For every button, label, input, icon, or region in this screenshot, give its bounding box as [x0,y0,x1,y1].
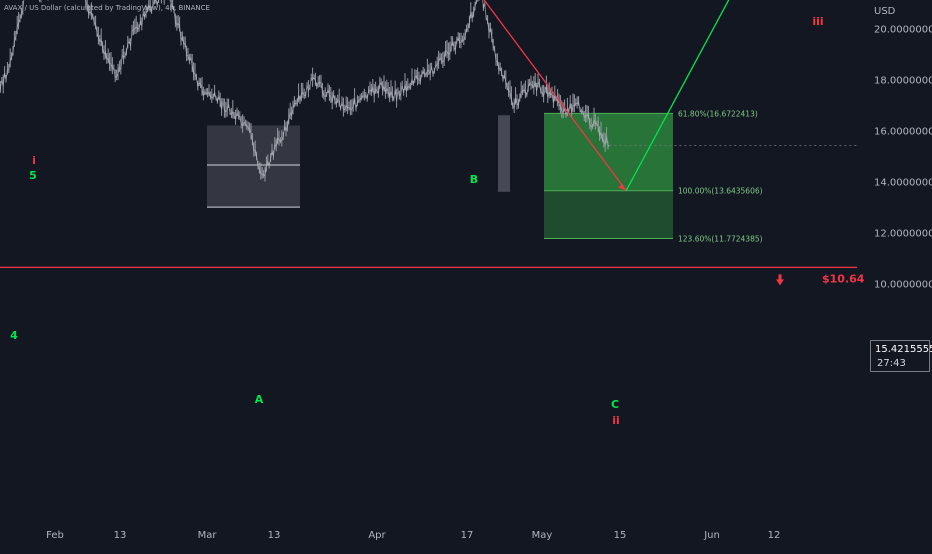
x-tick-label: Mar [198,530,218,541]
a-zone [207,125,300,208]
y-axis[interactable]: USD 10.0000000 12.0000000 14.0000000 16.0000… [874,0,932,291]
wave-label-5: 5 [29,169,37,182]
x-axis[interactable]: Feb 13 Mar 13 Apr 17 May 15 Jun 12 [46,530,780,541]
wave-label-i: i [32,154,36,167]
y-tick-label: 12.0000000 [874,229,932,240]
projection-layer [483,0,730,191]
red-arrowhead-icon [618,184,627,191]
x-tick-label: 17 [461,530,474,541]
x-tick-label: Apr [368,530,386,541]
gap-zone [498,115,510,192]
x-tick-label: Feb [46,530,64,541]
x-tick-label: May [532,530,553,541]
x-tick-label: Jun [703,530,720,541]
support-label: $10.64 [822,272,865,285]
x-tick-label: 13 [114,530,127,541]
projection-green-leg [625,0,730,191]
last-price-label: 15.4215555 [870,340,932,357]
wave-label-iii: iii [812,15,823,28]
zones-layer [207,113,673,239]
y-tick-label: 18.0000000 [874,76,932,87]
arrow-down-icon [776,274,784,286]
fib-zone-upper [544,113,673,191]
price-series-layer [0,0,857,182]
x-tick-label: 12 [768,530,781,541]
y-tick-label: 14.0000000 [874,178,932,189]
wave-label-A: A [255,393,264,406]
wave-label-C: C [611,398,619,411]
bar-countdown: 27:43 [870,356,930,372]
price-line [0,0,610,177]
chart-title: AVAX / US Dollar (calculated by TradingV… [4,4,210,12]
fib-label: 61.80%(16.6722413) [678,109,758,118]
y-tick-label: 16.0000000 [874,127,932,138]
x-tick-label: 15 [614,530,627,541]
levels-layer: 61.80%(16.6722413) 100.00%(13.6435606) 123… [0,109,865,286]
wave-label-ii: ii [612,414,620,427]
y-tick-label: 10.0000000 [874,280,932,291]
x-tick-label: 13 [268,530,281,541]
fib-zone-lower [544,190,673,239]
projection-red-leg [483,0,627,191]
y-tick-label: 20.0000000 [874,25,932,36]
y-axis-unit: USD [874,6,896,17]
wave-label-B: B [470,173,478,186]
wave-label-4: 4 [10,329,18,342]
fib-label: 100.00%(13.6435606) [678,187,763,196]
fib-label: 123.60%(11.7724385) [678,234,763,243]
